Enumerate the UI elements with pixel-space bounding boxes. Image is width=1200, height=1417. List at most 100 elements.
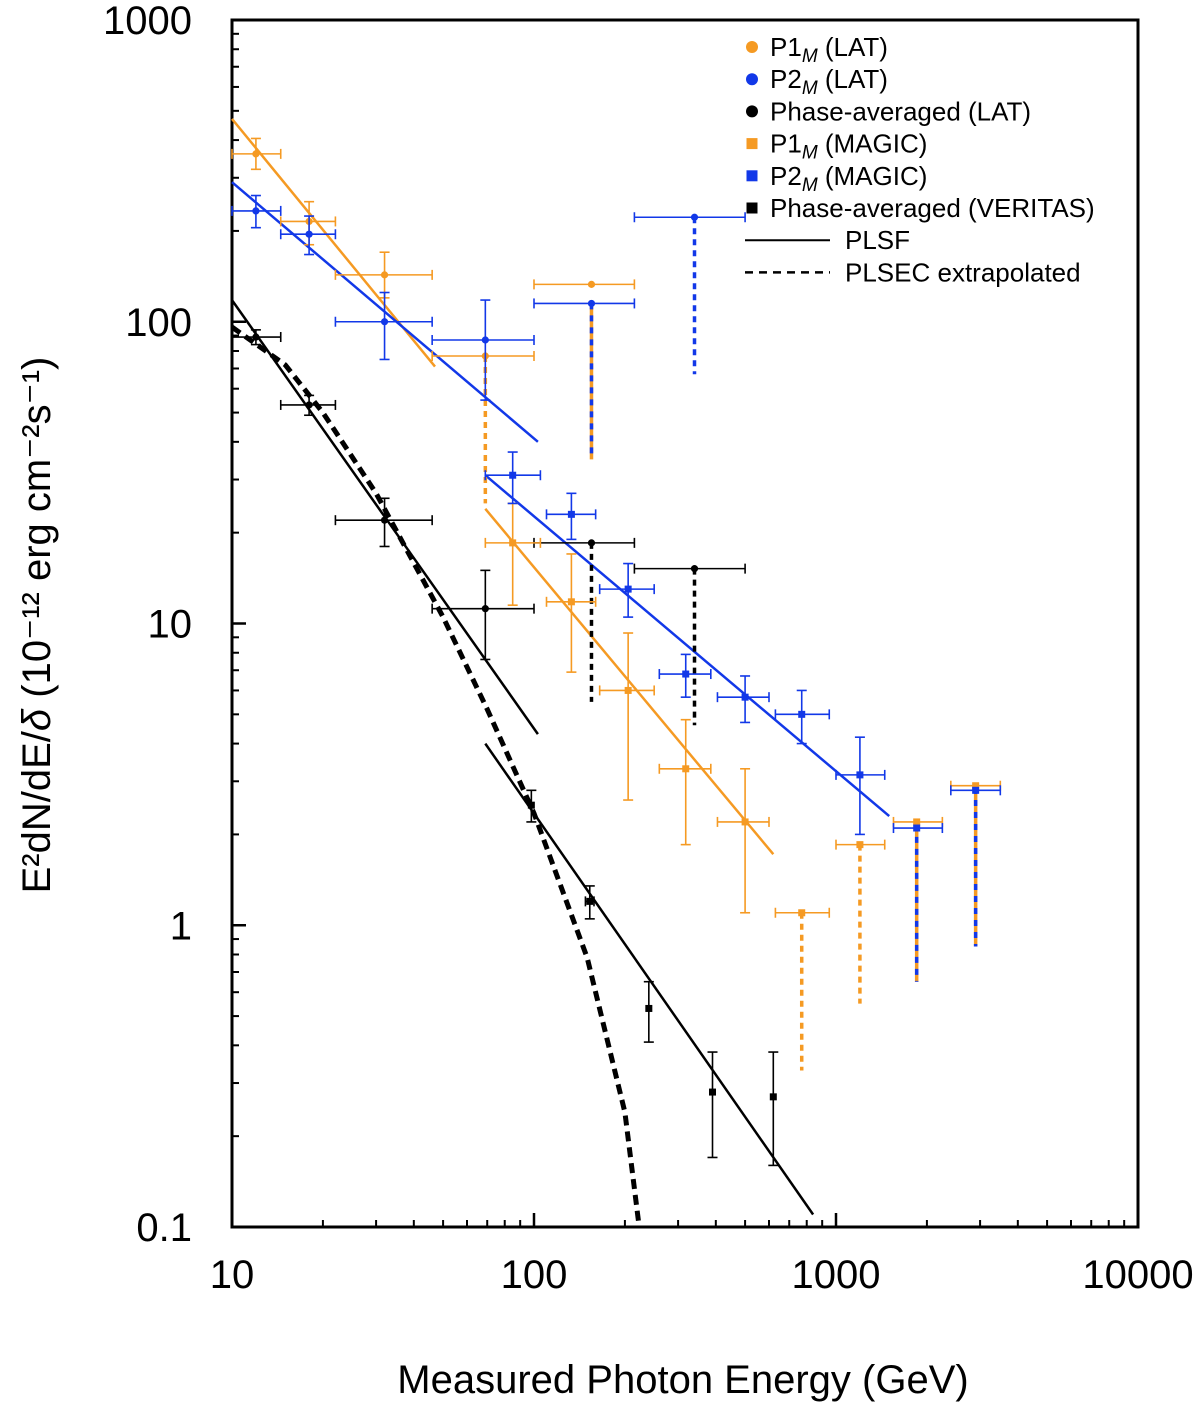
legend-circle-marker [746,73,758,86]
legend-label-text: PLSEC extrapolated [845,257,1081,287]
data-point [598,632,655,801]
data-point [279,215,337,256]
plsf-fit-line [484,507,775,856]
circle-marker [252,333,260,341]
square-marker [856,771,864,779]
data-point [533,279,636,290]
circle-marker [481,605,489,613]
plsf-fit-line [484,474,891,818]
square-marker [645,1004,653,1012]
y-axis-title-units: (10⁻¹² erg cm⁻²s⁻¹) [15,357,59,709]
legend-label-text: P1 [770,32,802,62]
y-axis-title-delta: δ [15,708,59,731]
legend-entry: Phase-averaged (LAT) [746,96,1031,126]
y-axis-title: E²dN/dE/δ (10⁻¹² erg cm⁻²s⁻¹) [15,357,59,894]
data-point [716,767,770,914]
data-point [774,907,831,918]
legend-label-suffix: (LAT) [818,32,888,62]
legend-square-marker [746,138,758,150]
x-tick-label: 100 [501,1253,568,1297]
data-point [584,885,595,920]
square-marker [624,585,632,593]
data-point [768,1051,779,1167]
square-marker [586,897,594,905]
square-marker [509,539,517,547]
circle-marker [690,213,699,221]
square-marker [527,801,535,809]
data-point [431,351,535,362]
y-tick-label: 100 [125,301,192,345]
legend-label-suffix: (LAT) [818,64,888,94]
legend-label: PLSEC extrapolated [845,257,1081,287]
data-point [231,194,282,229]
data-point [334,251,433,299]
data-point [526,789,537,823]
legend-label-subscript: M [802,143,818,164]
legend-label: Phase-averaged (LAT) [770,96,1031,126]
y-tick-label: 1000 [103,0,192,43]
square-marker [709,1088,717,1096]
square-marker [624,686,632,694]
data-point [334,497,433,548]
legend-entry: PLSEC extrapolated [745,257,1081,287]
data-point [892,823,944,834]
square-marker [741,693,749,701]
legend-circle-marker [746,105,758,118]
data-point [431,299,535,401]
legend-label-text: PLSF [845,225,910,255]
circle-marker [305,230,313,238]
data-point [716,675,770,724]
circle-marker [252,207,260,215]
legend-entry: P1M (LAT) [746,32,888,67]
data-point [533,298,636,309]
circle-marker [380,516,389,524]
legend-label-text: P1 [770,129,802,159]
legend-entry: Phase-averaged (VERITAS) [746,193,1095,223]
legend-square-marker [746,202,758,214]
data-point [545,553,597,673]
plsf-fit-line [484,742,815,1216]
data-point [598,562,655,618]
data-point [231,137,282,171]
data-point [643,980,654,1043]
legend-entry: P1M (MAGIC) [746,129,928,164]
legend-label: P2M (MAGIC) [770,161,927,196]
square-marker [567,510,575,518]
y-tick-label: 10 [148,603,193,647]
data-point [950,785,1002,796]
data-point [334,291,433,361]
x-tick-label: 10 [210,1253,255,1297]
square-marker [741,818,749,826]
circle-marker [587,299,596,308]
legend-label-subscript: M [802,78,818,99]
y-axis-title-main: E²dN/dE/ [15,730,59,893]
square-marker [682,765,690,773]
legend-label-suffix: (MAGIC) [818,129,928,159]
data-point [231,329,282,346]
legend-label-subscript: M [802,175,818,196]
circle-marker [252,150,260,158]
legend-label: Phase-averaged (VERITAS) [770,193,1095,223]
legend-label-subscript: M [802,46,818,67]
legend-label-text: P2 [770,64,802,94]
legend-label-suffix: (MAGIC) [818,161,928,191]
plsec-extrapolated-curve [230,325,642,1228]
legend-entry: P2M (LAT) [746,64,888,99]
x-tick-label: 1000 [792,1253,881,1297]
square-marker [972,786,980,794]
data-point [658,653,712,698]
square-marker [798,909,806,917]
square-marker [567,598,575,606]
data-point [545,492,597,541]
square-marker [856,841,864,849]
circle-marker [690,565,699,573]
circle-marker [587,280,596,288]
x-axis-title: Measured Photon Energy (GeV) [397,1358,968,1402]
legend-label-text: Phase-averaged (VERITAS) [770,193,1095,223]
data-point [774,689,831,745]
data-point [431,569,535,661]
data-point [633,212,746,223]
square-marker [913,824,921,832]
